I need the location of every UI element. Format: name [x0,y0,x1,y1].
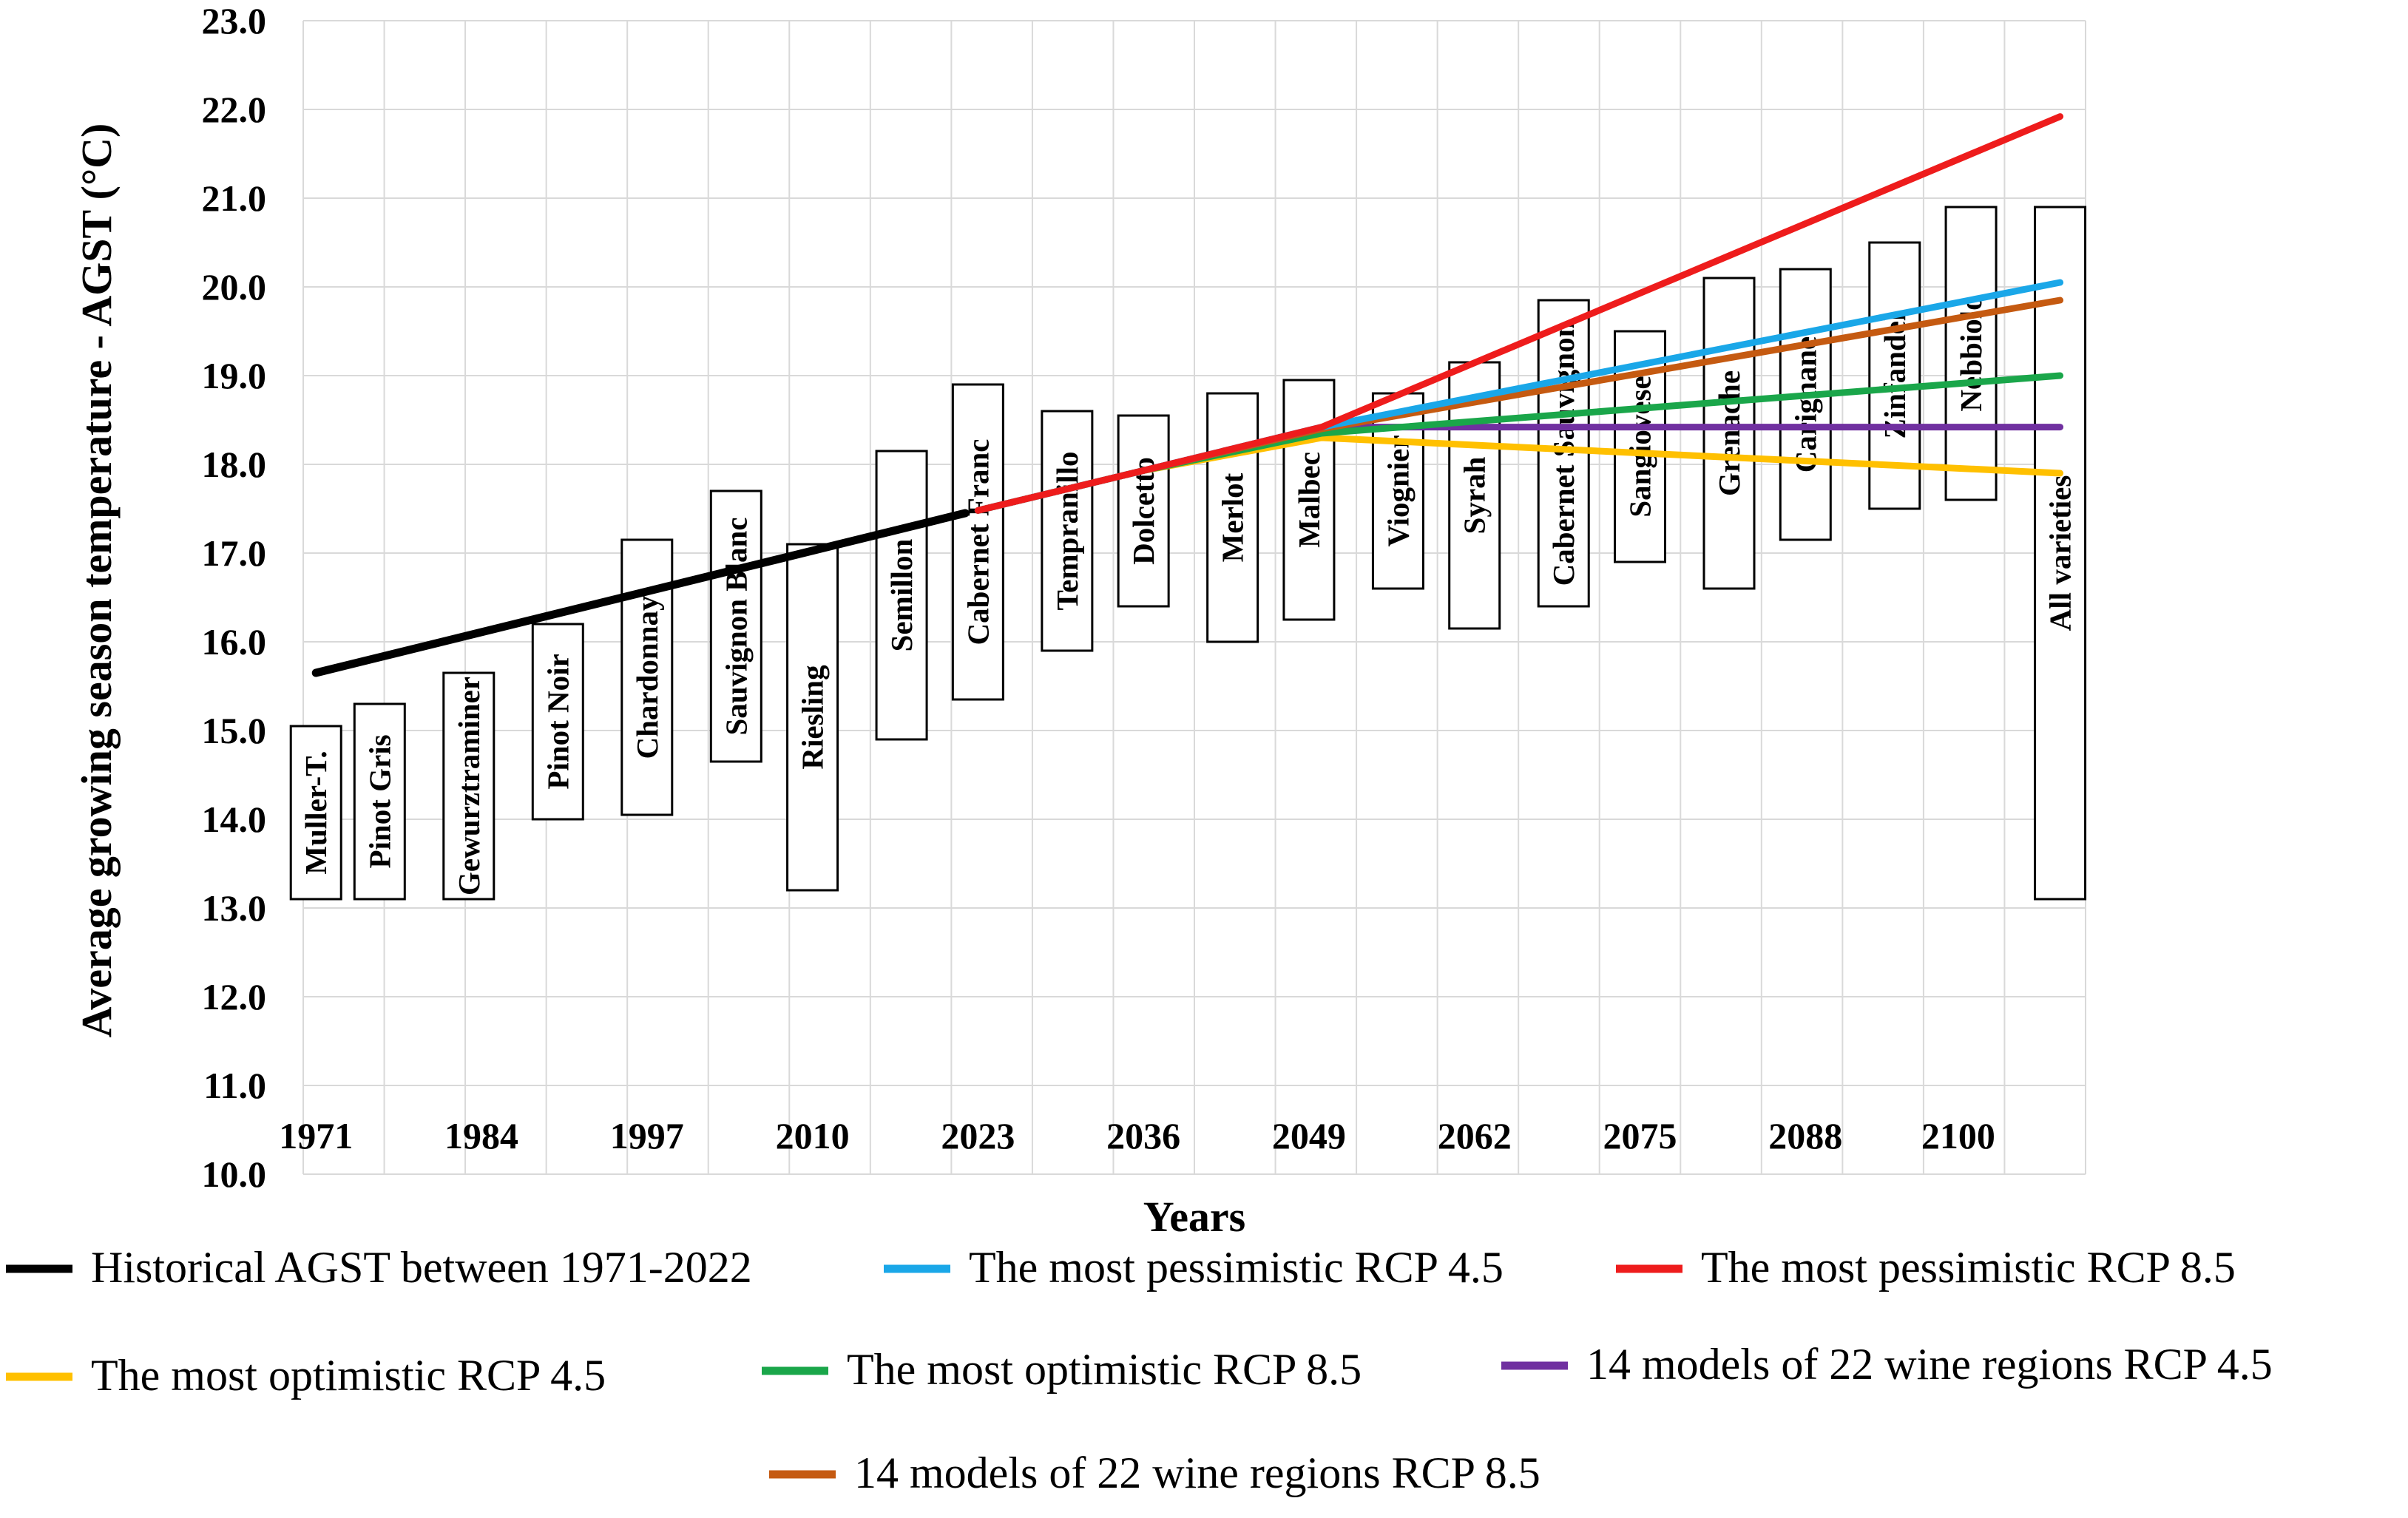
x-axis-title: Years [1143,1193,1246,1241]
legend: Historical AGST between 1971-2022 The mos… [6,1243,2273,1497]
y-tick-label: 17.0 [202,532,267,574]
variety-label: Riesling [796,665,830,770]
variety-label: All varieties [2043,475,2077,631]
variety-range-box [531,623,584,821]
y-tick-label: 23.0 [202,0,267,41]
y-tick-label: 19.0 [202,355,267,396]
y-tick-label: 21.0 [202,177,267,219]
x-tick-label: 2088 [1768,1115,1842,1156]
variety-label: Viognier [1381,435,1415,546]
variety-label: Grenache [1712,370,1746,496]
legend-label: The most pessimistic RCP 4.5 [969,1243,1504,1292]
legend-label: The most pessimistic RCP 8.5 [1701,1243,2236,1292]
x-tick-label: 2062 [1438,1115,1512,1156]
variety-label: Malbec [1292,452,1326,548]
variety-label: Cabernet Franc [961,439,995,646]
variety-range-box [951,383,1004,701]
legend-item: 14 models of 22 wine regions RCP 4.5 [1501,1340,2273,1389]
y-tick-label: 12.0 [202,976,267,1017]
legend-label: 14 models of 22 wine regions RCP 4.5 [1586,1340,2273,1389]
x-tick-label: 2010 [776,1115,850,1156]
legend-item: The most optimistic RCP 4.5 [6,1351,606,1400]
variety-label: Tempranillo [1050,452,1084,611]
variety-label: Semillon [885,538,919,651]
variety-range-box [1117,414,1170,608]
legend-item: The most pessimistic RCP 4.5 [884,1243,1504,1292]
legend-label: The most optimistic RCP 4.5 [91,1351,606,1400]
y-tick-label: 11.0 [203,1065,266,1106]
variety-label: Pinot Noir [541,654,575,789]
variety-range-box [442,671,496,901]
variety-range-box [1206,392,1259,643]
variety-label: Gewurztraminer [452,677,486,895]
y-axis-ticks: 10.0 11.0 12.0 13.0 14.0 15.0 16.0 17.0 18.0 19.0… [202,0,267,1195]
y-tick-label: 13.0 [202,887,267,929]
series-line [974,113,2064,514]
variety-range-box [289,725,342,901]
y-axis-title: Average growing season temperature - AGS… [72,123,121,1038]
x-axis-ticks: 1971 1984 1997 2010 2023 2036 2049 2062 2075 2088… [279,1115,1995,1156]
legend-label: The most optimistic RCP 8.5 [847,1345,1362,1394]
variety-label: Carignane [1788,336,1822,473]
variety-label: Sauvignon Blanc [719,517,753,735]
variety-label: Chardonnay [630,595,664,759]
x-tick-label: 1997 [610,1115,684,1156]
x-tick-label: 2036 [1106,1115,1180,1156]
y-tick-label: 20.0 [202,266,267,308]
variety-label: Syrah [1458,456,1492,534]
legend-label: 14 models of 22 wine regions RCP 8.5 [854,1448,1540,1497]
legend-item: The most optimistic RCP 8.5 [762,1345,1362,1394]
series-line [311,509,970,677]
variety-range-box [1944,206,1998,501]
variety-label: Merlot [1216,472,1250,562]
variety-range-box [1282,379,1336,621]
x-tick-label: 2100 [1921,1115,1995,1156]
variety-label: Sangiovese [1623,376,1657,517]
y-tick-label: 16.0 [202,621,267,663]
variety-range-box [1779,268,1832,541]
variety-range-box [1041,410,1094,652]
variety-range-box [709,489,762,763]
y-tick-label: 18.0 [202,444,267,485]
variety-label: Muller-T. [299,750,333,874]
series-lines [311,113,2064,677]
y-tick-label: 10.0 [202,1153,267,1195]
legend-item: 14 models of 22 wine regions RCP 8.5 [769,1448,1540,1497]
variety-ranges: Muller-T. Pinot Gris Gewurztraminer Pinot N… [289,206,2087,901]
variety-range-box [786,543,839,892]
variety-range-box [2034,206,2087,901]
variety-label: Pinot Gris [362,734,396,868]
x-tick-label: 1984 [444,1115,518,1156]
x-tick-label: 2075 [1603,1115,1677,1156]
gridlines [302,20,2086,1175]
variety-range-box [1702,277,1756,590]
legend-item: Historical AGST between 1971-2022 [6,1243,752,1292]
legend-label: Historical AGST between 1971-2022 [91,1243,752,1292]
y-tick-label: 14.0 [202,799,267,840]
x-tick-label: 1971 [279,1115,353,1156]
x-tick-label: 2049 [1272,1115,1346,1156]
y-tick-label: 15.0 [202,710,267,751]
legend-item: The most pessimistic RCP 8.5 [1616,1243,2236,1292]
x-tick-label: 2023 [941,1115,1015,1156]
y-tick-label: 22.0 [202,89,267,130]
variety-range-box [353,702,406,901]
variety-range-box [875,450,928,741]
